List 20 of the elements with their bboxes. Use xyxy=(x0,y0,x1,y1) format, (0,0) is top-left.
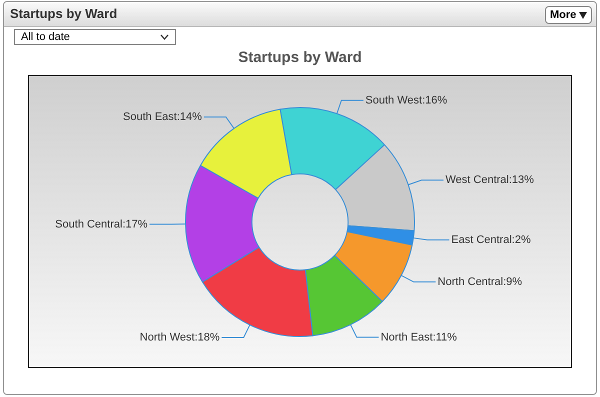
slice-label: North Central xyxy=(438,276,504,288)
data-label: :9% xyxy=(503,276,522,288)
data-label: :17% xyxy=(122,218,148,230)
text: More xyxy=(550,9,576,21)
data-label: :13% xyxy=(508,174,534,186)
slice-label: East Central xyxy=(451,234,512,246)
text: All to date xyxy=(21,31,70,43)
slice-label: South East xyxy=(123,111,177,124)
data-label: :11% xyxy=(432,331,458,344)
data-label: :18% xyxy=(194,332,220,344)
slice-label: West Central xyxy=(446,174,509,186)
chart-title: Startups by Ward xyxy=(238,49,362,66)
text: Startups by Ward xyxy=(10,6,118,21)
slice-label: South Central xyxy=(55,218,122,230)
slice-label: South West xyxy=(365,94,422,106)
data-label: :14% xyxy=(176,111,202,124)
slice-label: North West xyxy=(140,332,195,344)
data-label: :16% xyxy=(422,94,448,106)
data-label: :2% xyxy=(512,234,531,246)
slice-label: North East xyxy=(380,331,433,344)
